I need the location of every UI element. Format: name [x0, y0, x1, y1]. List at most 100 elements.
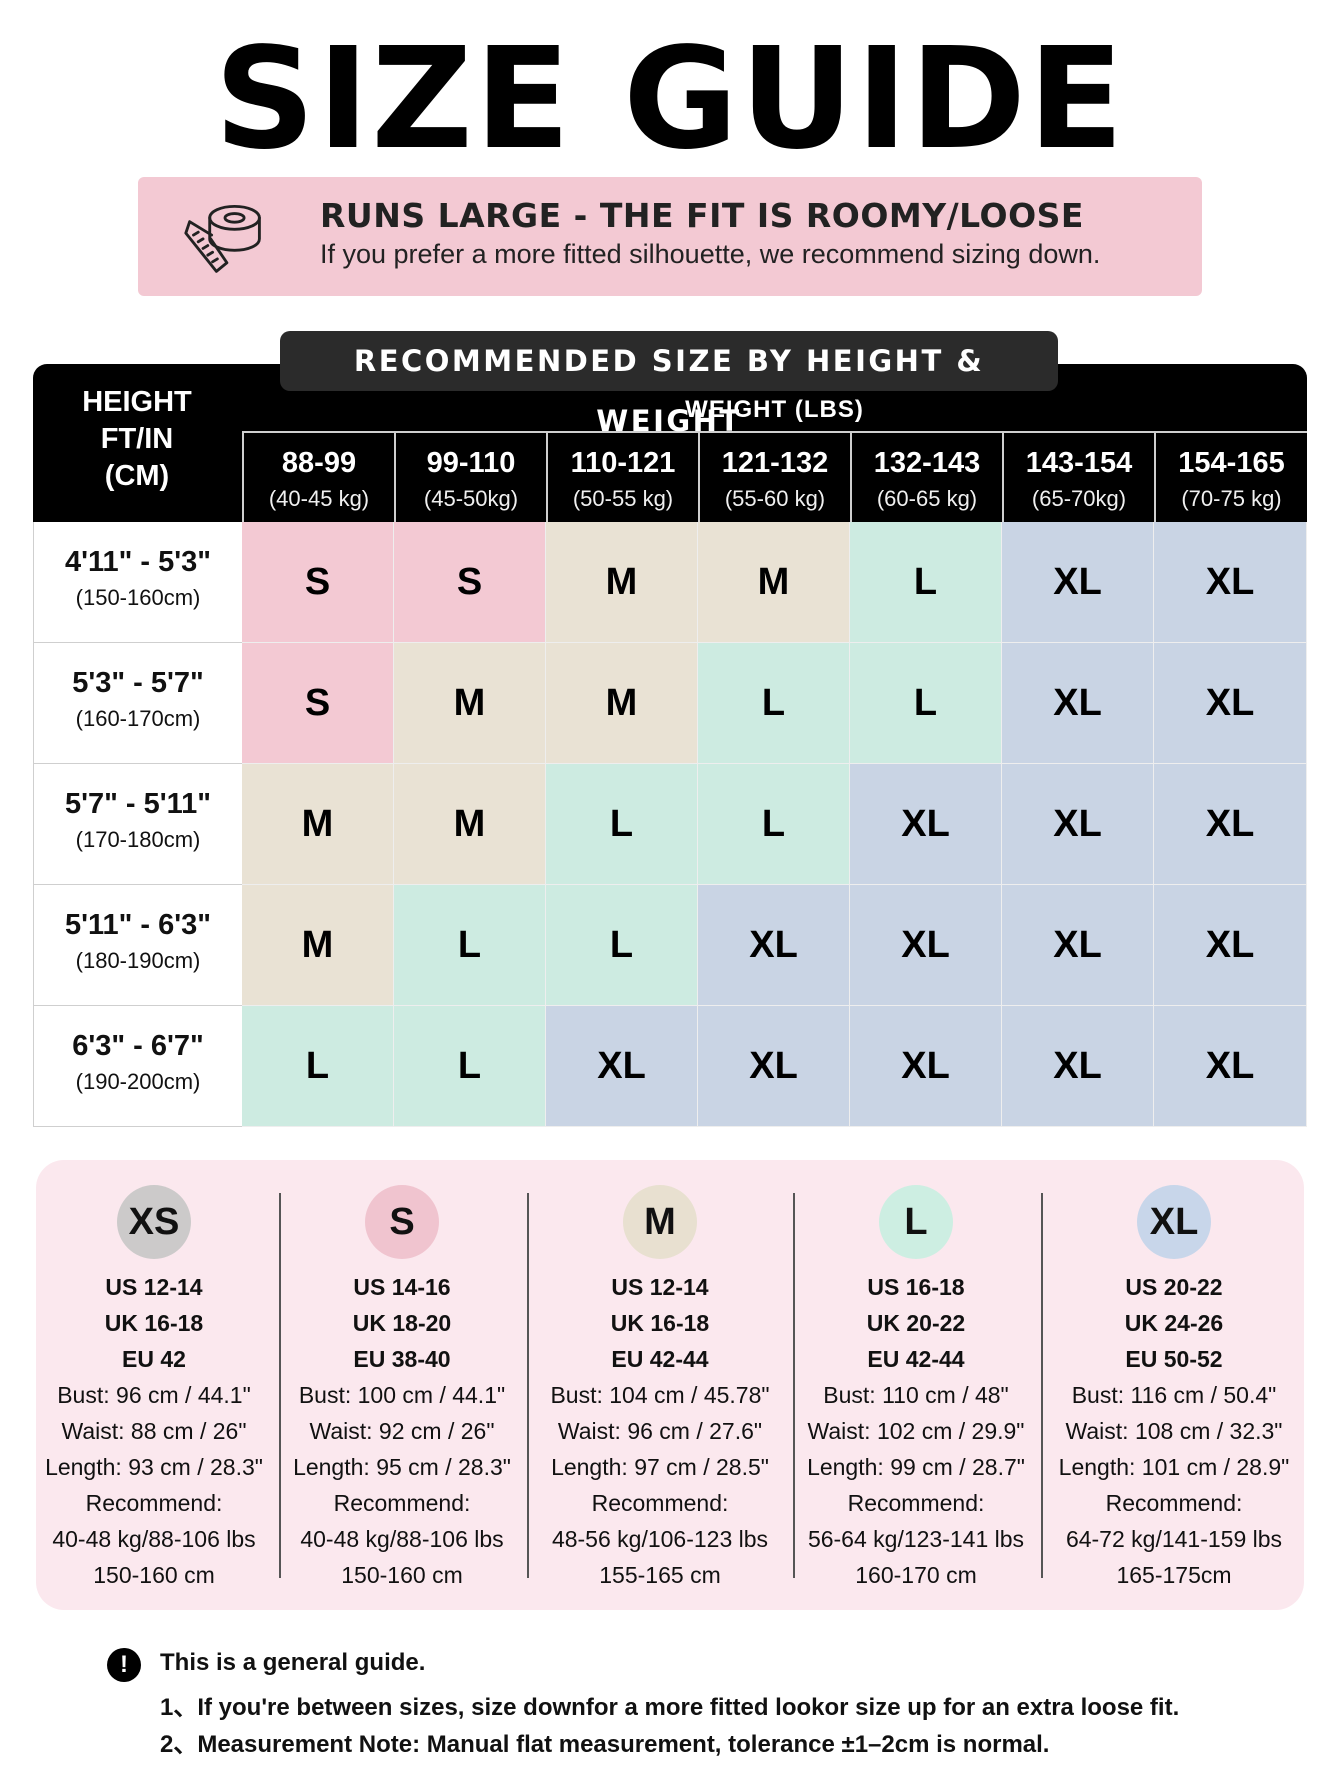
size-cell: L [546, 764, 698, 885]
card-height: 155-165 cm [599, 1562, 721, 1588]
card-waist: Waist: 96 cm / 27.6" [557, 1418, 763, 1444]
weight-kg: (40-45 kg) [268, 486, 370, 511]
weight-kg: (50-55 kg) [572, 486, 674, 511]
height-cm: (190-200cm) [75, 1069, 201, 1094]
size-cell: XL [1002, 1006, 1154, 1127]
height-row-label: 6'3" - 6'7" (190-200cm) [33, 1006, 242, 1127]
card-weight: 48-56 kg/106-123 lbs [551, 1526, 769, 1552]
height-header: HEIGHT FT/IN (CM) [33, 384, 241, 495]
size-badge: XL [1137, 1185, 1211, 1259]
size-cell: S [242, 643, 394, 764]
weight-lbs: 132-143 [873, 447, 981, 479]
size-cell: XL [1154, 643, 1307, 764]
size-badge: L [879, 1185, 953, 1259]
card-recommend: Recommend: [847, 1490, 985, 1516]
banner-title: RUNS LARGE - THE FIT IS ROOMY/LOOSE [320, 196, 1084, 235]
weight-lbs: 99-110 [426, 447, 516, 479]
weight-header: WEIGHT (LBS) [685, 396, 864, 423]
size-card-m: M US 12-14 UK 16-18 EU 42-44 Bust: 104 cm / … [540, 1185, 780, 1593]
card-us: US 12-14 [105, 1274, 203, 1300]
height-ft: 5'3" - 5'7" [72, 667, 204, 699]
table-heading: RECOMMENDED SIZE BY HEIGHT & WEIGHT [280, 331, 1058, 438]
card-divider [793, 1193, 795, 1578]
size-badge: M [623, 1185, 697, 1259]
size-cell: L [394, 885, 546, 1006]
size-cell: XL [1154, 1006, 1307, 1127]
card-eu: EU 42-44 [867, 1346, 965, 1372]
size-badge: S [365, 1185, 439, 1259]
card-height: 165-175cm [1116, 1562, 1232, 1588]
weight-lbs: 143-154 [1025, 447, 1133, 479]
size-cell: L [394, 1006, 546, 1127]
height-cm: (170-180cm) [75, 827, 201, 852]
card-length: Length: 93 cm / 28.3" [45, 1454, 263, 1480]
height-header-line: HEIGHT [82, 386, 192, 418]
size-cell: M [698, 522, 850, 643]
size-cell: S [394, 522, 546, 643]
card-weight: 56-64 kg/123-141 lbs [807, 1526, 1025, 1552]
card-length: Length: 95 cm / 28.3" [293, 1454, 511, 1480]
tape-measure-icon [184, 204, 261, 273]
height-row-label: 5'7" - 5'11" (170-180cm) [33, 764, 242, 885]
height-cm: (160-170cm) [75, 706, 201, 731]
card-divider [279, 1193, 281, 1578]
height-row-label: 5'11" - 6'3" (180-190cm) [33, 885, 242, 1006]
card-recommend: Recommend: [85, 1490, 223, 1516]
size-cell: XL [698, 885, 850, 1006]
card-weight: 40-48 kg/88-106 lbs [300, 1526, 504, 1552]
size-cell: XL [850, 1006, 1002, 1127]
size-cell: XL [1002, 885, 1154, 1006]
size-card-xl: XL US 20-22 UK 24-26 EU 50-52 Bust: 116 cm /… [1054, 1185, 1294, 1593]
weight-column-header: 132-143 (60-65 kg) [850, 431, 1002, 522]
weight-kg: (60-65 kg) [876, 486, 978, 511]
size-cell: S [242, 522, 394, 643]
size-cell: XL [1002, 522, 1154, 643]
size-cell: L [546, 885, 698, 1006]
card-eu: EU 38-40 [353, 1346, 451, 1372]
card-bust: Bust: 96 cm / 44.1" [57, 1382, 251, 1408]
card-bust: Bust: 104 cm / 45.78" [550, 1382, 770, 1408]
size-badge: XS [117, 1185, 191, 1259]
size-cell: XL [1154, 522, 1307, 643]
weight-kg: (70-75 kg) [1181, 486, 1282, 511]
card-eu: EU 42-44 [611, 1346, 709, 1372]
card-recommend: Recommend: [591, 1490, 729, 1516]
card-weight: 64-72 kg/141-159 lbs [1065, 1526, 1283, 1552]
card-uk: UK 24-26 [1124, 1310, 1224, 1336]
weight-lbs: 110-121 [570, 447, 676, 479]
card-waist: Waist: 108 cm / 32.3" [1065, 1418, 1283, 1444]
card-bust: Bust: 100 cm / 44.1" [298, 1382, 506, 1408]
card-height: 160-170 cm [855, 1562, 977, 1588]
card-length: Length: 99 cm / 28.7" [807, 1454, 1025, 1480]
size-cell: XL [850, 764, 1002, 885]
size-cell: L [850, 643, 1002, 764]
weight-column-header: 110-121 (50-55 kg) [546, 431, 698, 522]
card-uk: UK 16-18 [610, 1310, 710, 1336]
card-waist: Waist: 92 cm / 26" [309, 1418, 495, 1444]
height-header-line: FT/IN [100, 423, 174, 455]
height-row-label: 4'11" - 5'3" (150-160cm) [33, 522, 242, 643]
height-ft: 5'11" - 6'3" [64, 909, 212, 941]
card-length: Length: 101 cm / 28.9" [1058, 1454, 1290, 1480]
fit-banner: RUNS LARGE - THE FIT IS ROOMY/LOOSE If y… [138, 177, 1202, 296]
size-cell: L [698, 643, 850, 764]
card-eu: EU 42 [122, 1346, 186, 1372]
card-uk: UK 16-18 [104, 1310, 204, 1336]
card-us: US 20-22 [1125, 1274, 1223, 1300]
weight-column-header: 143-154 (65-70kg) [1002, 431, 1154, 522]
size-cell: XL [546, 1006, 698, 1127]
size-cell: M [394, 764, 546, 885]
note-item: 2、Measurement Note: Manual flat measurem… [160, 1731, 1050, 1758]
card-bust: Bust: 110 cm / 48" [823, 1382, 1009, 1408]
card-us: US 12-14 [611, 1274, 709, 1300]
height-ft: 5'7" - 5'11" [64, 788, 212, 820]
weight-column-header: 154-165 (70-75 kg) [1154, 431, 1307, 522]
size-cell: XL [1002, 764, 1154, 885]
weight-lbs: 121-132 [721, 447, 829, 479]
weight-kg: (55-60 kg) [724, 486, 826, 511]
height-ft: 4'11" - 5'3" [64, 546, 212, 578]
weight-lbs: 88-99 [281, 447, 357, 479]
card-us: US 16-18 [867, 1274, 965, 1300]
size-card-xs: XS US 12-14 UK 16-18 EU 42 Bust: 96 cm / 44.… [34, 1185, 274, 1593]
size-cell: XL [698, 1006, 850, 1127]
